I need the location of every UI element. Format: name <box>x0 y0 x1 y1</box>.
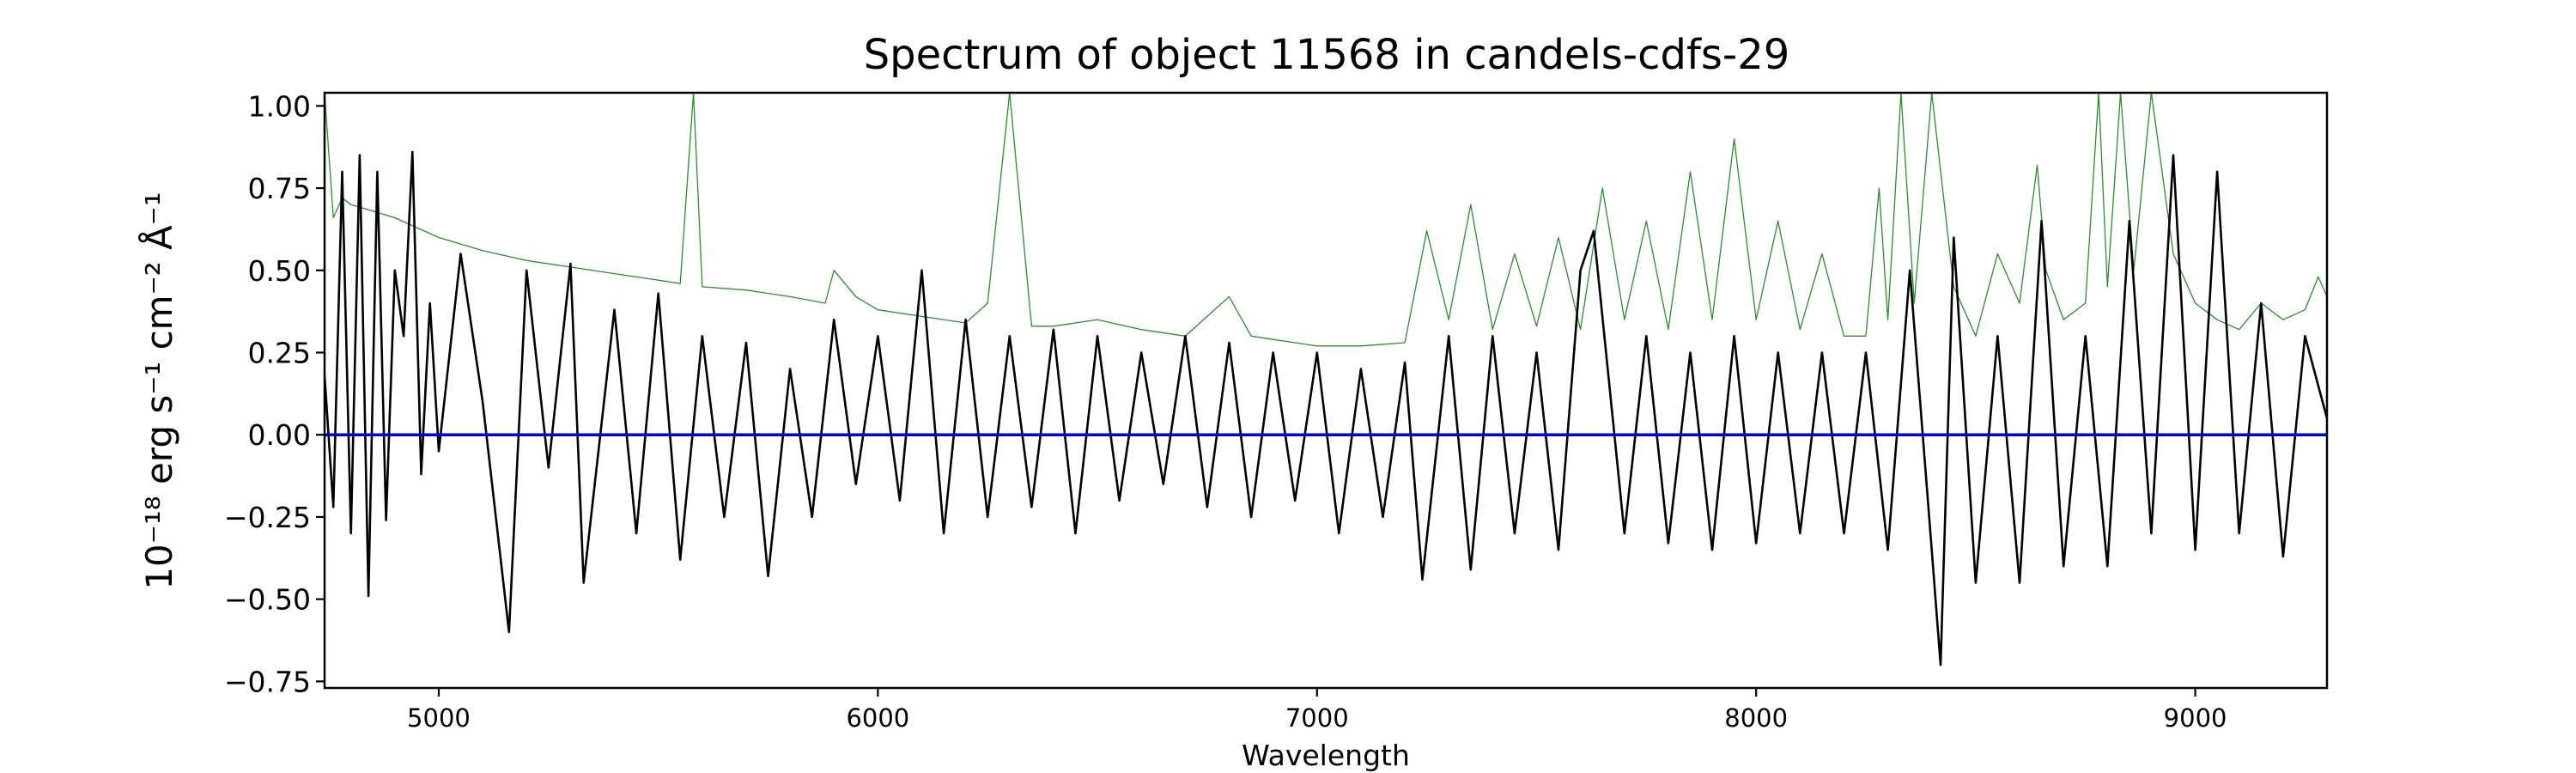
x-tick-label: 9000 <box>2164 703 2227 733</box>
chart-title: Spectrum of object 11568 in candels-cdfs… <box>864 31 1790 79</box>
x-tick-label: 8000 <box>1724 703 1788 733</box>
y-axis: −0.75 −0.50 −0.25 0.00 0.25 0.50 0.75 1.00 <box>224 89 325 698</box>
y-tick-label: −0.25 <box>224 501 311 534</box>
x-tick-label: 6000 <box>846 703 909 733</box>
flux-series-line <box>325 150 2327 666</box>
y-tick-label: 0.25 <box>248 336 311 369</box>
x-tick-label: 5000 <box>407 703 471 733</box>
plot-area <box>325 93 2327 666</box>
x-axis: 5000 6000 7000 8000 9000 <box>407 688 2227 733</box>
y-tick-label: 1.00 <box>248 89 311 123</box>
y-tick-label: −0.75 <box>224 665 311 698</box>
axes-frame <box>323 91 2329 690</box>
y-tick-label: 0.00 <box>248 418 311 452</box>
y-tick-label: 0.75 <box>248 172 311 205</box>
y-axis-label: 10⁻¹⁸ erg s⁻¹ cm⁻² Å⁻¹ <box>137 192 180 589</box>
error-series-line <box>325 93 2327 347</box>
y-tick-label: 0.50 <box>248 254 311 288</box>
x-tick-label: 7000 <box>1285 703 1349 733</box>
x-axis-label: Wavelength <box>1242 739 1410 772</box>
y-tick-label: −0.50 <box>224 583 311 617</box>
